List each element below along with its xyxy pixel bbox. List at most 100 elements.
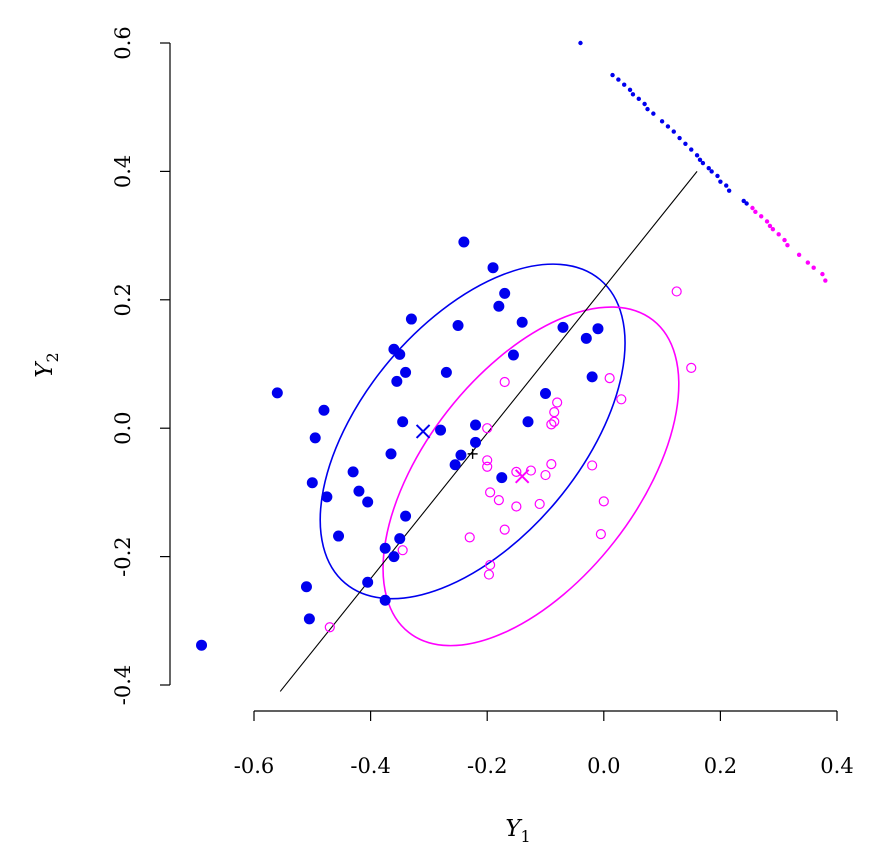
data-point — [715, 173, 720, 179]
x-tick-label: -0.2 — [467, 754, 508, 778]
data-point — [309, 432, 321, 444]
data-point — [604, 373, 615, 384]
data-point — [659, 119, 665, 124]
data-points — [196, 40, 828, 651]
data-point — [499, 376, 510, 388]
data-point — [557, 321, 569, 333]
data-point — [549, 416, 560, 427]
ellipse-1 — [319, 263, 626, 600]
overall-centroid-marker — [467, 448, 478, 459]
data-point — [718, 179, 723, 184]
data-point — [744, 201, 749, 206]
data-point — [651, 111, 656, 116]
data-point — [796, 252, 802, 258]
data-point — [709, 169, 714, 174]
data-point — [303, 613, 315, 625]
data-point — [353, 485, 365, 497]
y-tick-label: 0.6 — [111, 26, 135, 59]
confidence-ellipses — [319, 263, 680, 647]
data-point — [764, 219, 770, 224]
data-point — [770, 226, 776, 232]
data-point — [493, 495, 504, 506]
data-point — [362, 496, 374, 508]
data-point — [485, 487, 496, 498]
data-point — [347, 466, 359, 478]
data-point — [449, 459, 461, 471]
data-point — [394, 533, 406, 545]
data-point — [671, 286, 682, 297]
data-point — [487, 262, 499, 274]
data-point — [546, 419, 557, 430]
data-point — [540, 469, 551, 481]
group-centroid-marker — [514, 469, 530, 484]
data-point — [499, 287, 511, 299]
data-point — [496, 472, 508, 484]
data-point — [805, 260, 811, 265]
x-tick-label: 0.2 — [704, 754, 737, 778]
data-point — [300, 581, 312, 593]
data-point — [677, 135, 682, 141]
y-tick-label: -0.4 — [111, 665, 135, 706]
data-point — [689, 147, 694, 152]
data-point — [700, 160, 706, 166]
data-point — [483, 569, 495, 580]
data-point — [697, 157, 703, 163]
data-point — [362, 576, 374, 588]
data-point — [391, 375, 403, 387]
data-point — [580, 332, 592, 344]
data-point — [507, 349, 519, 361]
x-tick-label: -0.6 — [234, 754, 275, 778]
data-point — [753, 209, 758, 215]
data-point — [196, 639, 208, 651]
data-point — [616, 77, 621, 82]
data-point — [388, 551, 400, 563]
data-point — [455, 449, 467, 461]
data-point — [694, 153, 700, 158]
data-point — [470, 419, 482, 431]
regression-line-layer — [279, 171, 698, 692]
data-point — [616, 394, 627, 405]
data-point — [482, 461, 493, 472]
y-tick-label: 0.2 — [111, 283, 135, 316]
data-point — [785, 243, 790, 248]
y-axis-label: Y2 — [32, 352, 62, 377]
data-point — [482, 423, 493, 434]
data-point — [811, 265, 816, 270]
data-point — [405, 313, 417, 325]
data-point — [627, 87, 633, 93]
data-point — [724, 183, 729, 188]
data-point — [610, 72, 615, 78]
data-point — [470, 436, 482, 448]
data-point — [499, 524, 510, 535]
data-point — [683, 141, 688, 146]
data-point — [516, 316, 528, 328]
y-tick-label: -0.2 — [111, 536, 135, 577]
data-point — [485, 559, 496, 571]
data-point — [642, 101, 647, 107]
data-point — [759, 214, 764, 219]
data-point — [741, 198, 746, 204]
data-point — [767, 223, 773, 229]
data-point — [379, 594, 391, 606]
axes: -0.6 -0.4 -0.2 0.0 0.2 0.4 -0.4 -0.2 0.0 0.2 0.4 0.… — [111, 26, 854, 778]
data-point — [665, 124, 671, 129]
data-point — [379, 542, 391, 554]
data-point — [630, 92, 636, 97]
data-point — [522, 416, 534, 428]
y-tick-label: 0.0 — [111, 411, 135, 444]
data-point — [546, 459, 557, 470]
data-point — [534, 498, 545, 510]
data-point — [525, 465, 537, 476]
data-point — [598, 496, 609, 507]
data-point — [636, 96, 641, 102]
regression-line — [279, 171, 698, 692]
data-point — [318, 404, 330, 416]
data-point — [578, 40, 583, 46]
data-point — [595, 529, 606, 540]
data-point — [511, 466, 522, 477]
ellipse-2 — [382, 306, 680, 647]
data-point — [552, 397, 563, 408]
data-point — [540, 388, 551, 400]
